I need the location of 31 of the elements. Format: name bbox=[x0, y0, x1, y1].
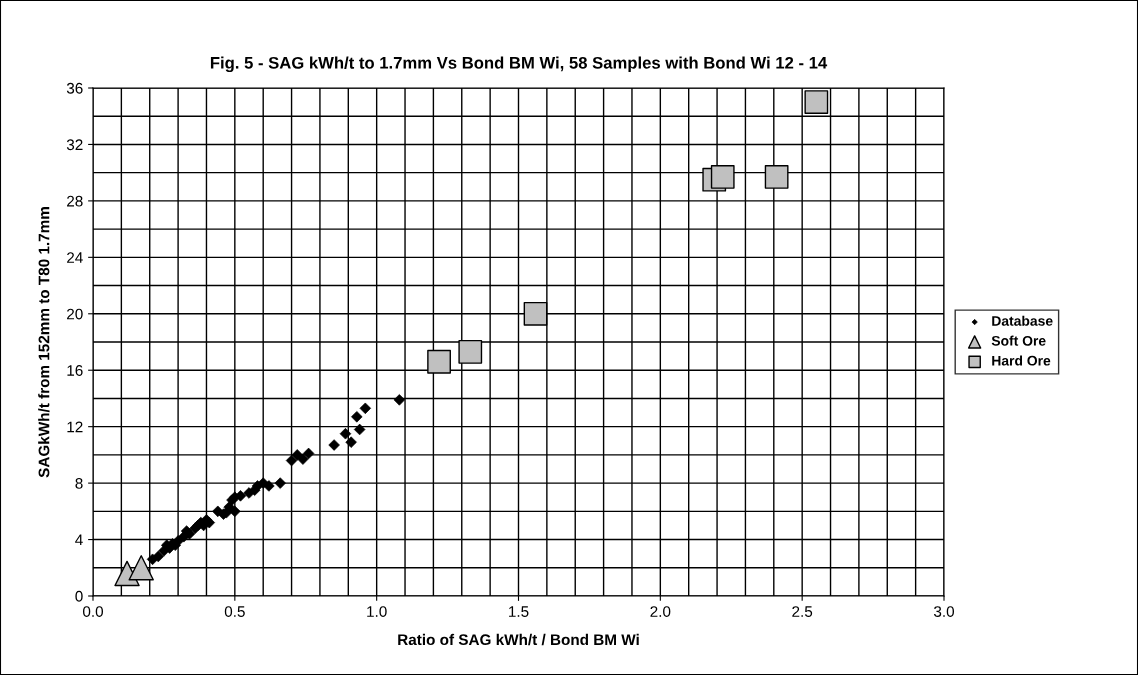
point bbox=[804, 90, 829, 115]
y-tick-label: 36 bbox=[66, 82, 83, 94]
x-tick-label: 3.0 bbox=[933, 606, 955, 617]
x-tick-label: 0.5 bbox=[224, 606, 245, 617]
point bbox=[128, 555, 154, 581]
chart-title: Fig. 5 - SAG kWh/t to 1.7mm Vs Bond BM Wi, 58 Samples with Bond Wi 12 - 14 bbox=[210, 56, 828, 73]
x-tick-label: 1.5 bbox=[509, 606, 529, 617]
point bbox=[359, 402, 372, 415]
legend-label: Hard Ore bbox=[992, 355, 1051, 366]
point bbox=[764, 165, 789, 189]
y-axis-title: SAGkWh/t from 152mm to T80 1.7mm bbox=[38, 207, 50, 478]
y-tick-label: 8 bbox=[75, 477, 83, 489]
x-tick-label: 2.5 bbox=[792, 606, 813, 617]
x-tick-label: 1.0 bbox=[367, 606, 387, 617]
y-tick-label: 24 bbox=[67, 252, 83, 263]
y-tick-label: 16 bbox=[67, 365, 83, 376]
legend-label: Soft Ore bbox=[991, 335, 1046, 346]
y-tick-label: 0 bbox=[75, 590, 83, 602]
x-tick-label: 0.0 bbox=[82, 606, 104, 617]
y-tick-label: 20 bbox=[67, 308, 83, 320]
legend-label: Database bbox=[992, 315, 1053, 326]
x-tick-label: 2.0 bbox=[650, 606, 671, 617]
point bbox=[710, 165, 735, 189]
x-axis-title: Ratio of SAG kWh/t / Bond BM Wi bbox=[398, 633, 639, 646]
y-tick-label: 4 bbox=[75, 534, 83, 546]
y-tick-label: 28 bbox=[67, 195, 83, 207]
point bbox=[523, 301, 548, 326]
point bbox=[458, 339, 483, 364]
point bbox=[427, 349, 451, 374]
y-tick-label: 32 bbox=[66, 139, 83, 151]
y-tick-label: 12 bbox=[67, 421, 83, 433]
